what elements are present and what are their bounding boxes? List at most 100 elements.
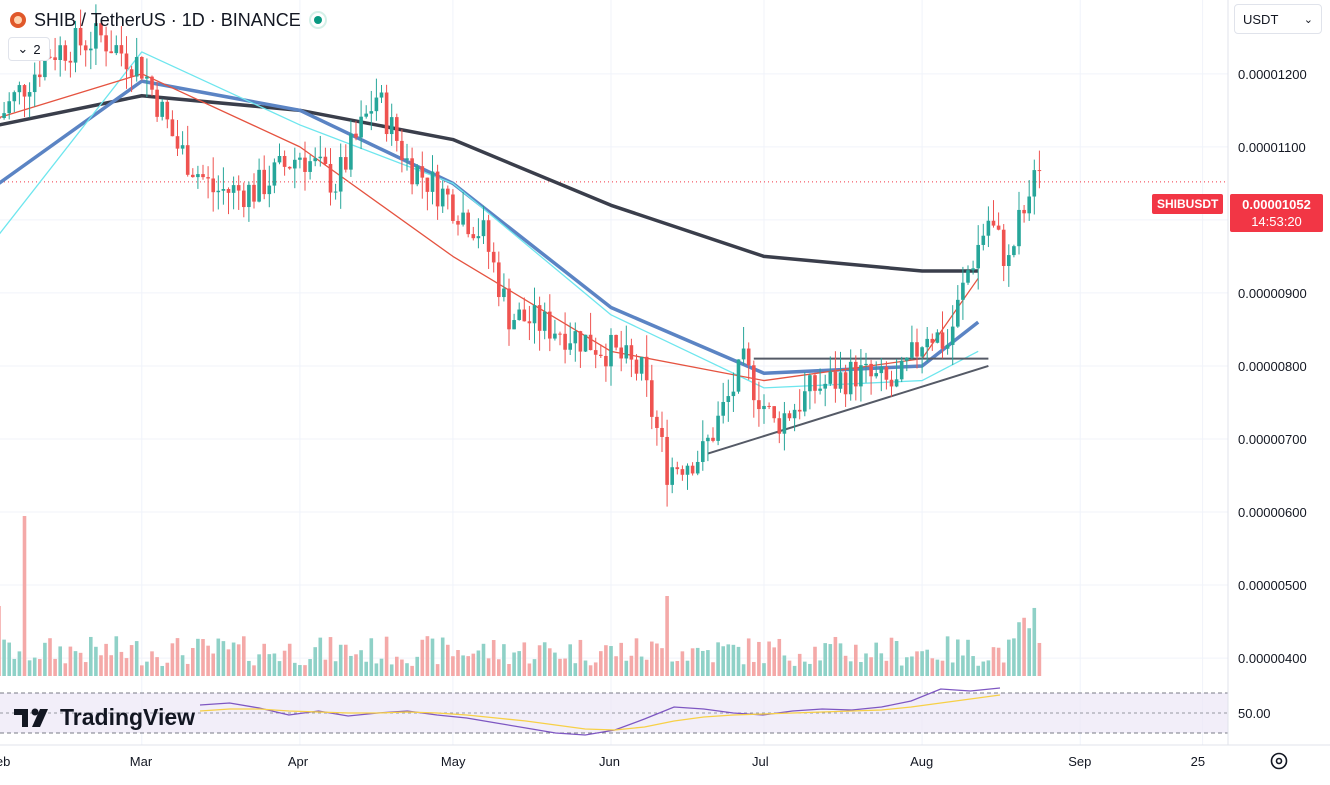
volume-bar [889, 637, 894, 676]
volume-bar [124, 658, 129, 676]
volume-bar [400, 659, 404, 676]
volume-bar [818, 660, 822, 676]
candle-body [446, 188, 450, 195]
volume-bar [517, 651, 521, 676]
candle-body [1027, 196, 1031, 214]
volume-bar [670, 661, 674, 676]
volume-bar [43, 642, 47, 676]
candle-body [553, 333, 557, 339]
volume-bar [966, 639, 970, 676]
candle-body [869, 363, 873, 377]
candle-body [950, 326, 955, 345]
volume-bar [558, 658, 562, 676]
candle-body [752, 365, 756, 401]
candle-body [180, 145, 185, 149]
candle-body [537, 305, 542, 331]
volume-bar [446, 644, 450, 676]
candle-body [400, 140, 404, 160]
candle-body [935, 332, 940, 343]
volume-bar [359, 650, 363, 676]
volume-bar [1012, 638, 1016, 676]
candle-body [298, 157, 302, 160]
volume-bar [155, 657, 159, 676]
volume-bar [491, 640, 496, 676]
indicators-toggle-button[interactable]: ⌄ 2 [8, 37, 50, 61]
candle-body [58, 45, 62, 60]
candle-body [201, 174, 205, 178]
volume-bar [134, 641, 139, 676]
chart-settings-button[interactable] [1268, 750, 1290, 772]
tradingview-logo[interactable]: TradingView [14, 704, 195, 731]
volume-bar [854, 644, 858, 676]
candle-body [221, 189, 226, 191]
volume-bar [976, 665, 980, 676]
volume-bar [772, 647, 776, 676]
rsi-line [199, 687, 1001, 736]
candle-body [971, 268, 975, 271]
volume-bar [762, 663, 766, 676]
candle-body [522, 309, 527, 322]
volume-bar [456, 650, 460, 676]
volume-bar [236, 644, 241, 676]
candle-body [660, 427, 664, 437]
candle-body [1032, 170, 1037, 197]
volume-bar [680, 651, 685, 676]
candle-body [925, 338, 929, 348]
candle-body [502, 288, 506, 298]
volume-bar [695, 647, 700, 676]
trendlines [707, 357, 989, 455]
candle-body [43, 56, 47, 78]
candle-body [527, 321, 532, 324]
volume-bar [374, 663, 379, 676]
volume-bar [129, 645, 134, 676]
volume-bar [226, 649, 231, 676]
candle-body [588, 334, 593, 351]
volume-bar [614, 656, 618, 676]
volume-bar [216, 638, 221, 676]
volume-bar [114, 636, 119, 676]
candle-body [757, 400, 761, 410]
volume-bar [563, 658, 567, 676]
candle-body [48, 56, 52, 58]
volume-bar [231, 642, 236, 676]
candle-body [695, 461, 700, 474]
candle-body [915, 342, 919, 357]
volume-bar [22, 516, 27, 676]
volume-bar [165, 662, 170, 676]
volume-bar [308, 659, 312, 676]
candle-body [384, 92, 389, 135]
candle-body [644, 356, 649, 381]
volume-bar [808, 663, 812, 676]
candle-body [624, 345, 629, 359]
tradingview-icon [14, 708, 48, 727]
volume-bar [94, 646, 98, 676]
candle-body [961, 282, 965, 300]
candle-body [803, 391, 807, 412]
candle-body [690, 465, 695, 474]
candle-body [471, 234, 476, 239]
volume-bar [675, 661, 680, 676]
volume-bar [78, 652, 83, 676]
candle-body [364, 113, 368, 117]
candle-body [78, 27, 83, 46]
candle-body [578, 331, 583, 352]
chevron-down-icon: ⌄ [1303, 13, 1313, 26]
candle-body [634, 359, 639, 374]
volume-bar [624, 660, 629, 676]
volume-bar [466, 656, 470, 676]
candle-body [461, 212, 465, 225]
volume-bar [910, 656, 914, 676]
volume-bar [542, 642, 547, 676]
candle-body [848, 361, 853, 395]
volume-bar [170, 643, 175, 676]
volume-bar [650, 641, 654, 676]
candle-body [731, 391, 736, 397]
candle-body [996, 225, 1001, 230]
volume-bar [986, 660, 991, 676]
volume-bar [823, 643, 827, 676]
candle-body [675, 467, 680, 470]
candle-body [104, 35, 108, 52]
currency-select[interactable]: USDT ⌄ [1234, 4, 1322, 34]
volume-bar [7, 642, 11, 676]
